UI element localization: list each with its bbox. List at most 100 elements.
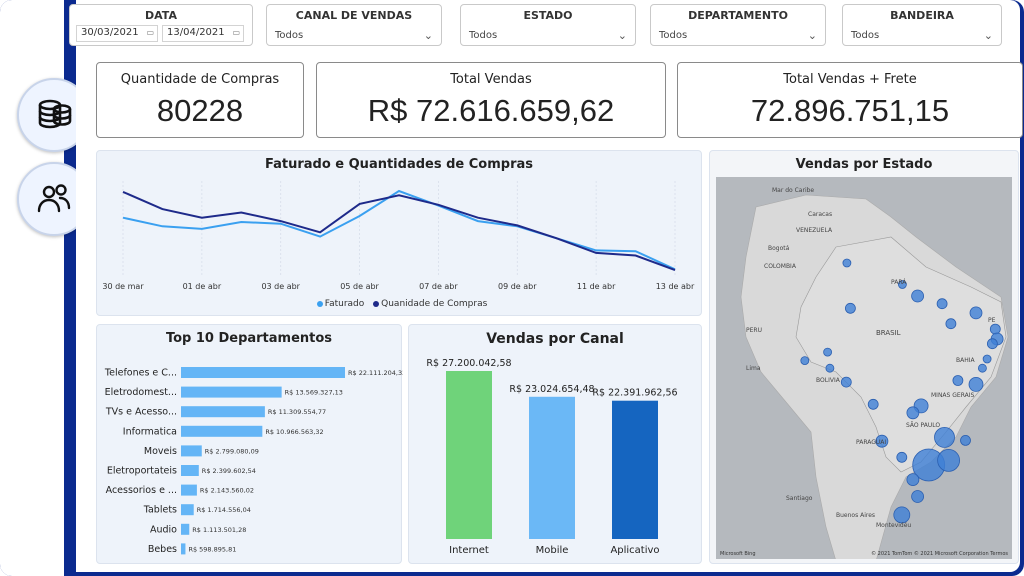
dept-data-label: R$ 598.895,81 bbox=[188, 545, 236, 553]
state-bubble[interactable] bbox=[977, 363, 987, 373]
x-tick-label: 05 de abr bbox=[340, 282, 379, 291]
series-line-faturado[interactable] bbox=[122, 189, 676, 271]
dept-bar[interactable] bbox=[181, 543, 186, 555]
kpi-frete-value: 72.896.751,15 bbox=[750, 93, 950, 128]
kpi-quantidade-value: 80228 bbox=[156, 93, 244, 128]
date-end-input[interactable]: 13/04/2021 ▭ bbox=[162, 25, 244, 42]
users-icon bbox=[37, 184, 71, 213]
map-label-bogota: Bogotá bbox=[768, 245, 790, 252]
dept-bar[interactable] bbox=[181, 386, 282, 398]
map-title: Vendas por Estado bbox=[795, 157, 933, 172]
state-bubble[interactable] bbox=[937, 448, 961, 472]
state-bubble[interactable] bbox=[936, 298, 948, 310]
canal-bar-mobile[interactable] bbox=[529, 396, 575, 539]
filter-estado[interactable]: ESTADO Todos ⌄ bbox=[460, 4, 636, 46]
dept-category-label: Bebes bbox=[148, 544, 177, 555]
state-bubble[interactable] bbox=[911, 490, 925, 503]
state-bubble[interactable] bbox=[969, 306, 983, 320]
database-icon bbox=[38, 99, 72, 129]
state-bubble[interactable] bbox=[986, 338, 998, 350]
canal-bar-internet[interactable] bbox=[446, 371, 492, 539]
state-bubble[interactable] bbox=[875, 434, 889, 448]
canal-bar-aplicativo[interactable] bbox=[612, 400, 658, 539]
state-bubble[interactable] bbox=[906, 473, 920, 487]
dept-data-label: R$ 10.966.563,32 bbox=[265, 428, 323, 436]
legend-quantidade[interactable]: Quanidade de Compras bbox=[381, 299, 488, 309]
legend-faturado[interactable]: Faturado bbox=[324, 299, 365, 309]
state-bubble[interactable] bbox=[800, 356, 810, 366]
map-label-lima: Lima bbox=[746, 365, 761, 372]
canal-chart-panel: Vendas por Canal R$ 27.200.042,58 Interne… bbox=[408, 324, 702, 564]
canal-category-label: Mobile bbox=[536, 545, 569, 556]
state-bubble[interactable] bbox=[952, 375, 964, 386]
kpi-total-value: R$ 72.616.659,62 bbox=[367, 93, 615, 128]
dept-category-label: Acessorios e ... bbox=[106, 485, 177, 496]
chevron-down-icon[interactable]: ⌄ bbox=[617, 29, 627, 42]
state-bubble[interactable] bbox=[960, 434, 971, 446]
dept-category-label: TVs e Acesso... bbox=[105, 407, 177, 418]
state-bubble[interactable] bbox=[844, 302, 856, 314]
state-bubble[interactable] bbox=[989, 323, 1001, 335]
state-bubble[interactable] bbox=[867, 398, 879, 410]
chevron-down-icon[interactable]: ⌄ bbox=[807, 29, 817, 42]
dept-bar[interactable] bbox=[181, 367, 345, 378]
dept-data-label: R$ 1.714.556,04 bbox=[197, 506, 251, 514]
state-bubble[interactable] bbox=[893, 506, 911, 524]
state-bubble[interactable] bbox=[906, 406, 920, 420]
x-tick-label: 13 de abr bbox=[656, 282, 695, 291]
state-bubble[interactable] bbox=[982, 354, 992, 364]
state-bubble[interactable] bbox=[911, 289, 925, 303]
dept-bar[interactable] bbox=[181, 445, 202, 457]
kpi-quantidade-card: Quantidade de Compras 80228 bbox=[96, 62, 304, 138]
state-bubble[interactable] bbox=[823, 347, 832, 357]
series-line-quantidade[interactable] bbox=[122, 190, 676, 272]
state-bubble[interactable] bbox=[968, 376, 984, 392]
kpi-total-title: Total Vendas bbox=[450, 72, 532, 87]
dept-bar[interactable] bbox=[181, 504, 194, 516]
map-svg[interactable] bbox=[716, 177, 1012, 559]
map-label-colombia: COLOMBIA bbox=[764, 263, 796, 270]
dept-bar[interactable] bbox=[181, 465, 199, 476]
map-canvas[interactable]: Mar do Caribe Caracas VENEZUELA Bogotá C… bbox=[716, 177, 1012, 559]
canal-chart[interactable]: R$ 27.200.042,58 Internet R$ 23.024.654,48… bbox=[409, 325, 703, 565]
filter-departamento[interactable]: DEPARTAMENTO Todos ⌄ bbox=[650, 4, 826, 46]
dept-bar[interactable] bbox=[181, 484, 197, 496]
dept-data-label: R$ 2.143.560,02 bbox=[200, 487, 254, 495]
state-bubble[interactable] bbox=[897, 280, 907, 289]
dept-chart[interactable]: Telefones e C... R$ 22.111.204,33 Eletrodo… bbox=[97, 325, 403, 565]
state-bubble[interactable] bbox=[896, 451, 908, 463]
line-chart[interactable]: 30 de mar 01 de abr 03 de abr 05 de abr 07 d… bbox=[97, 151, 703, 317]
filter-data: DATA 30/03/2021 ▭ 13/04/2021 ▭ bbox=[69, 4, 253, 46]
dept-chart-title: Top 10 Departamentos bbox=[165, 331, 333, 346]
canal-chart-title: Vendas por Canal bbox=[486, 331, 624, 347]
state-bubble[interactable] bbox=[840, 376, 852, 388]
dept-data-label: R$ 2.799.080,09 bbox=[205, 447, 259, 455]
date-start-input[interactable]: 30/03/2021 ▭ bbox=[76, 25, 158, 42]
line-chart-legend: Faturado Quanidade de Compras bbox=[97, 299, 701, 309]
map-label-bahia: BAHIA bbox=[956, 357, 975, 364]
filter-bandeira-value: Todos bbox=[851, 30, 880, 41]
map-label-montevideo: Montevidéu bbox=[876, 522, 912, 529]
dept-chart-panel: Top 10 Departamentos Telefones e C... R$ … bbox=[96, 324, 403, 565]
chevron-down-icon[interactable]: ⌄ bbox=[983, 29, 993, 42]
chevron-down-icon[interactable]: ⌄ bbox=[423, 29, 433, 42]
dashboard-content: DATA 30/03/2021 ▭ 13/04/2021 ▭ CANAL DE … bbox=[69, 0, 1023, 572]
filter-canal[interactable]: CANAL DE VENDAS Todos ⌄ bbox=[266, 4, 442, 46]
dept-bar[interactable] bbox=[181, 523, 190, 535]
calendar-icon[interactable]: ▭ bbox=[232, 28, 240, 37]
state-bubble[interactable] bbox=[842, 258, 852, 268]
state-bubble[interactable] bbox=[825, 363, 835, 373]
x-tick-label: 07 de abr bbox=[419, 282, 458, 291]
map-label-brasil: BRASIL bbox=[876, 329, 901, 337]
map-label-santiago: Santiago bbox=[786, 495, 813, 502]
dept-bar[interactable] bbox=[181, 406, 265, 418]
line-chart-title: Faturado e Quantidades de Compras bbox=[264, 157, 533, 172]
map-copyright[interactable]: © 2021 TomTom © 2021 Microsoft Corporati… bbox=[871, 551, 1008, 557]
state-bubble[interactable] bbox=[934, 426, 955, 448]
dept-bar[interactable] bbox=[181, 425, 263, 437]
map-label-paraguai: PARAGUAI bbox=[856, 439, 887, 446]
calendar-icon[interactable]: ▭ bbox=[146, 28, 154, 37]
filter-bandeira[interactable]: BANDEIRA Todos ⌄ bbox=[842, 4, 1002, 46]
dept-category-label: Moveis bbox=[144, 446, 177, 457]
state-bubble[interactable] bbox=[945, 318, 957, 330]
